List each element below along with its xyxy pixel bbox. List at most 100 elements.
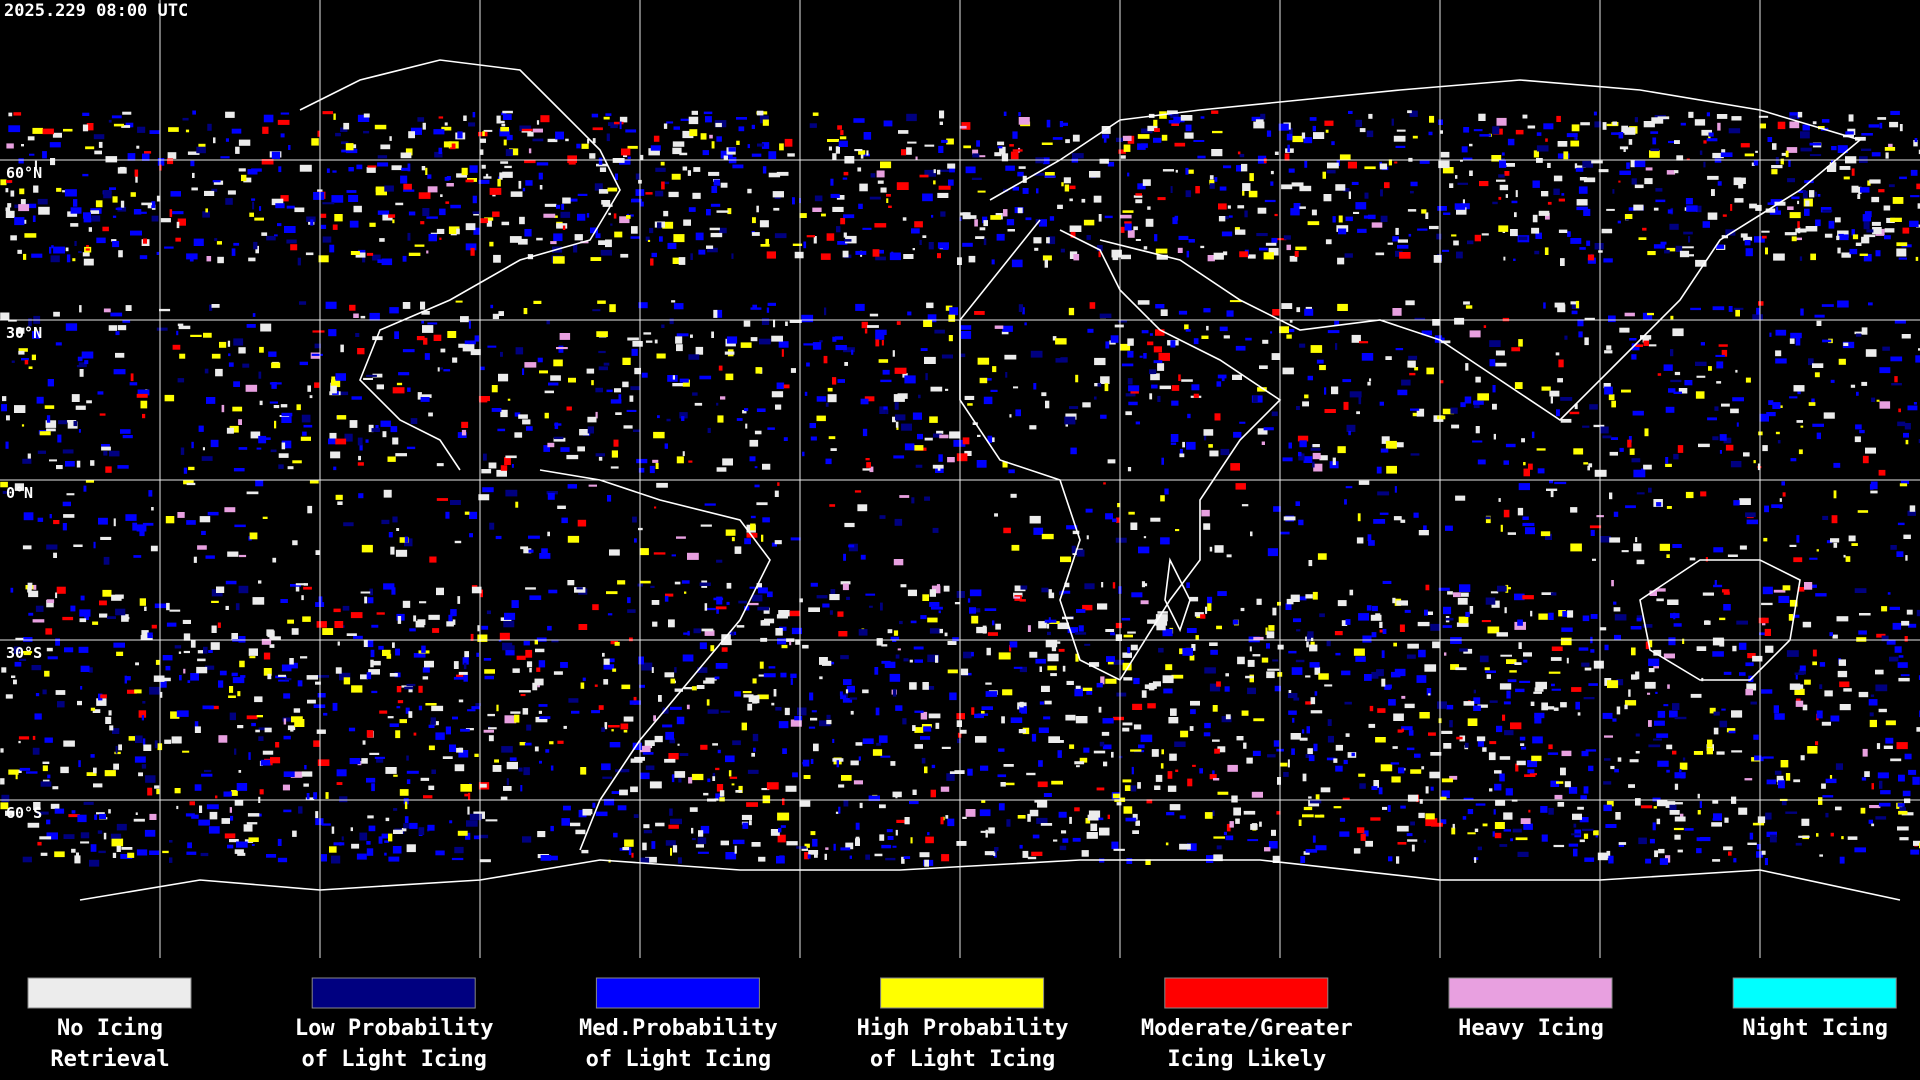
icing-pixel [1868,699,1878,706]
icing-pixel [919,239,922,245]
icing-pixel [396,528,400,531]
icing-pixel [1614,768,1619,773]
icing-pixel [731,537,735,542]
icing-pixel [1124,785,1131,791]
icing-pixel [1243,742,1247,749]
icing-pixel [420,221,425,225]
icing-pixel [1010,151,1019,160]
icing-pixel [1581,750,1589,757]
icing-pixel [1267,754,1276,758]
icing-pixel [449,143,456,150]
icing-pixel [1174,142,1186,147]
icing-pixel [417,392,422,400]
icing-pixel [1774,713,1785,720]
icing-pixel [1503,812,1513,820]
icing-pixel [827,387,833,392]
icing-pixel [1039,219,1047,227]
icing-pixel [904,443,915,451]
icing-pixel [122,111,132,115]
icing-pixel [1585,749,1597,752]
icing-pixel [945,815,949,819]
icing-pixel [1248,190,1258,198]
icing-pixel [1830,715,1840,722]
icing-pixel [60,766,69,774]
icing-pixel [1518,236,1528,241]
icing-pixel [895,421,899,428]
icing-pixel [249,532,258,540]
icing-pixel [1203,523,1211,530]
icing-pixel [688,777,693,784]
icing-pixel [759,115,769,124]
icing-pixel [630,786,638,793]
icing-pixel [1416,675,1427,683]
icing-pixel [498,639,502,642]
icing-pixel [1859,613,1871,616]
icing-pixel [1040,823,1053,826]
icing-pixel [355,333,360,337]
icing-pixel [1299,206,1306,209]
icing-pixel [219,670,227,676]
icing-pixel [1370,817,1381,821]
icing-pixel [1034,247,1039,251]
icing-pixel [132,522,138,531]
icing-pixel [82,252,90,257]
icing-pixel [1657,710,1666,718]
icing-pixel [378,836,383,844]
icing-pixel [1131,766,1134,775]
icing-pixel [538,660,546,668]
icing-pixel [63,834,75,839]
icing-pixel [928,242,934,250]
icing-pixel [1284,153,1290,161]
icing-pixel [384,185,394,192]
icing-pixel [1769,834,1777,843]
icing-pixel [700,825,710,834]
icing-pixel [329,244,335,253]
icing-pixel [1851,543,1858,546]
icing-pixel [779,143,784,151]
icing-pixel [96,698,107,706]
icing-pixel [1795,673,1798,680]
icing-pixel [35,605,44,612]
icing-pixel [663,123,668,129]
icing-pixel [1538,613,1548,620]
icing-pixel [258,727,271,731]
icing-pixel [31,253,43,258]
icing-pixel [917,433,923,440]
icing-pixel [46,599,54,608]
icing-pixel [1042,157,1050,165]
icing-pixel [716,559,723,563]
icing-pixel [1087,814,1099,821]
icing-pixel [315,550,320,555]
icing-pixel [622,357,631,365]
icing-pixel [1829,632,1833,637]
icing-pixel [1252,750,1261,756]
icing-pixel [1744,240,1751,246]
icing-pixel [246,715,258,720]
icing-pixel [187,680,191,683]
icing-pixel [275,742,280,748]
icing-pixel [190,334,202,337]
icing-pixel [1396,129,1406,132]
icing-pixel [820,253,831,260]
icing-pixel [1759,413,1769,422]
icing-pixel [1647,312,1654,316]
icing-pixel [286,205,295,209]
icing-pixel [976,140,980,147]
icing-pixel [872,749,883,756]
icing-pixel [1066,525,1078,530]
icing-pixel [1135,820,1140,826]
icing-pixel [749,439,759,447]
icing-pixel [1205,606,1208,614]
icing-pixel [1493,809,1496,815]
icing-pixel [197,658,206,662]
icing-pixel [1859,253,1868,256]
icing-pixel [1075,716,1088,724]
icing-pixel [1553,188,1560,195]
icing-pixel [478,834,489,839]
icing-pixel [1523,659,1528,663]
icing-pixel [468,320,471,329]
icing-pixel [1,667,7,673]
icing-pixel [1486,674,1491,679]
icing-pixel [781,644,788,649]
icing-pixel [842,583,849,591]
